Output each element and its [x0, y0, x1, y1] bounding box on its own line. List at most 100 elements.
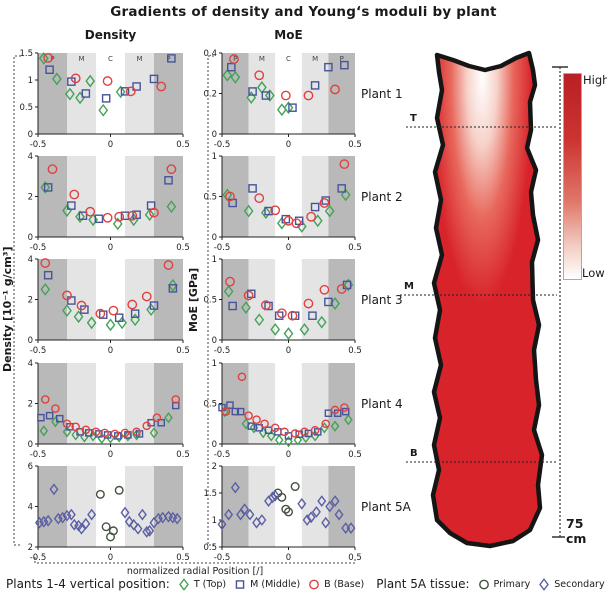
data-point-square — [248, 87, 257, 96]
data-point-diamond — [330, 495, 340, 508]
data-point-diamond — [306, 511, 316, 524]
series-b-base- — [40, 258, 174, 319]
data-point-circle — [287, 310, 298, 321]
tick-label: 0.5 — [348, 243, 362, 253]
series-m-middle- — [227, 60, 349, 112]
tick-label: M — [78, 55, 84, 63]
data-point-square — [324, 297, 333, 307]
data-point-circle — [221, 407, 231, 416]
data-point-diamond — [142, 525, 152, 538]
colorbar-high-label: High — [583, 73, 607, 87]
tick-label: 0.5 — [176, 346, 190, 356]
data-point-circle — [171, 395, 181, 404]
tick-label: 0 — [286, 450, 291, 460]
data-point-square — [120, 87, 130, 96]
plot-plant2-density: 0 2 4 -0.5 0 0.5 — [14, 152, 190, 254]
data-point-diamond — [254, 313, 265, 327]
plot-plant5a-moe: 0.5 1 1.5 2 -0.5 0 0.5 — [203, 462, 362, 564]
data-point-square — [274, 311, 284, 320]
tick-label: 0.5 — [176, 243, 190, 253]
data-point-diamond — [87, 508, 97, 521]
data-point-square — [248, 184, 257, 193]
tick-label: 0.5 — [19, 103, 33, 113]
data-point-circle — [306, 211, 317, 222]
tick-label: 4 — [28, 255, 33, 265]
data-point-circle — [340, 403, 349, 412]
data-point-circle — [76, 300, 87, 311]
data-point-square — [81, 89, 91, 98]
diamond-marker-icon — [539, 577, 550, 591]
tick-label: -0.5 — [214, 346, 231, 356]
series-b-base- — [221, 372, 349, 438]
data-point-circle — [166, 164, 177, 175]
chart-plant-1-density: P M C M P00.511.5-0.5 0 0.5 — [19, 49, 190, 150]
tick-label: 1 — [212, 152, 217, 162]
data-point-circle — [102, 212, 113, 223]
data-point-diamond — [164, 412, 173, 424]
data-point-circle — [339, 159, 350, 169]
chart-plant-4-density: 024-0.5 0 0.5 — [28, 359, 190, 460]
chart-plant-4-moe: 00.51-0.5 0 0.5 — [203, 359, 361, 460]
data-point-square — [246, 289, 256, 299]
data-point-square — [227, 62, 236, 72]
tick-label: -0.5 — [30, 346, 47, 356]
data-point-circle — [51, 404, 60, 413]
data-point-circle — [270, 205, 281, 216]
chart-plant-5a-density: 2 4 6 -0.5 0 0.5 — [28, 462, 190, 563]
data-point-circle — [149, 207, 159, 218]
data-point-square — [43, 270, 53, 280]
plot-plant1-moe: P M C M P 0 0.2 0.4 -0.5 0 0.5 — [203, 49, 361, 151]
series-b-base- — [225, 276, 347, 321]
data-point-diamond — [243, 204, 254, 218]
plot-plant5a-density: 2 4 6 -0.5 0 0.5 — [14, 462, 190, 564]
data-point-circle — [319, 284, 330, 295]
stem-outline — [430, 50, 545, 549]
tick-label: 0 — [28, 336, 33, 346]
tick-label: 0.4 — [203, 49, 217, 59]
tick-label: P — [233, 55, 237, 63]
data-point-circle — [310, 425, 320, 435]
data-point-square — [310, 81, 320, 90]
tick-label: -0.5 — [30, 140, 47, 150]
data-point-square — [321, 196, 331, 205]
tick-label: 0 — [108, 346, 113, 356]
data-point-circle — [108, 305, 119, 316]
tick-label: M — [312, 55, 318, 63]
tick-label: 0.5 — [348, 553, 362, 563]
data-point-square — [67, 201, 76, 210]
data-point-square — [255, 424, 264, 432]
data-point-circle — [102, 76, 113, 86]
data-point-diamond — [283, 101, 294, 115]
data-point-diamond — [334, 508, 344, 521]
tick-label: 4 — [28, 359, 33, 369]
data-point-circle — [478, 579, 489, 589]
plot-plant4-density: 0 2 4 -0.5 0 0.5 — [14, 359, 190, 461]
series-t-top- — [38, 51, 126, 117]
data-point-circle — [290, 482, 300, 492]
tick-label: -0.5 — [30, 243, 47, 253]
data-point-diamond — [241, 418, 251, 430]
data-point-circle — [300, 427, 309, 437]
tick-label: 2 — [28, 296, 33, 306]
data-point-diamond — [81, 517, 91, 530]
legend-item-t-top-: T (Top) — [177, 577, 226, 591]
row-label-plant-2: Plant 2 — [361, 190, 403, 204]
data-point-diamond — [40, 180, 51, 194]
data-point-diamond — [66, 508, 76, 521]
square-marker-icon — [235, 579, 245, 589]
data-point-diamond — [223, 284, 234, 298]
data-point-circle — [91, 427, 101, 437]
data-point-circle — [62, 419, 72, 429]
data-point-circle — [114, 211, 125, 222]
data-point-square — [149, 301, 159, 310]
data-point-diamond — [105, 318, 116, 332]
circle-marker-icon — [478, 579, 489, 589]
data-point-circle — [95, 489, 105, 499]
tick-label: 0 — [108, 450, 113, 460]
data-point-diamond — [77, 522, 86, 535]
data-point-diamond — [129, 518, 139, 531]
tick-label: 0.5 — [176, 140, 190, 150]
data-point-diamond — [75, 210, 85, 224]
data-point-circle — [319, 198, 330, 208]
